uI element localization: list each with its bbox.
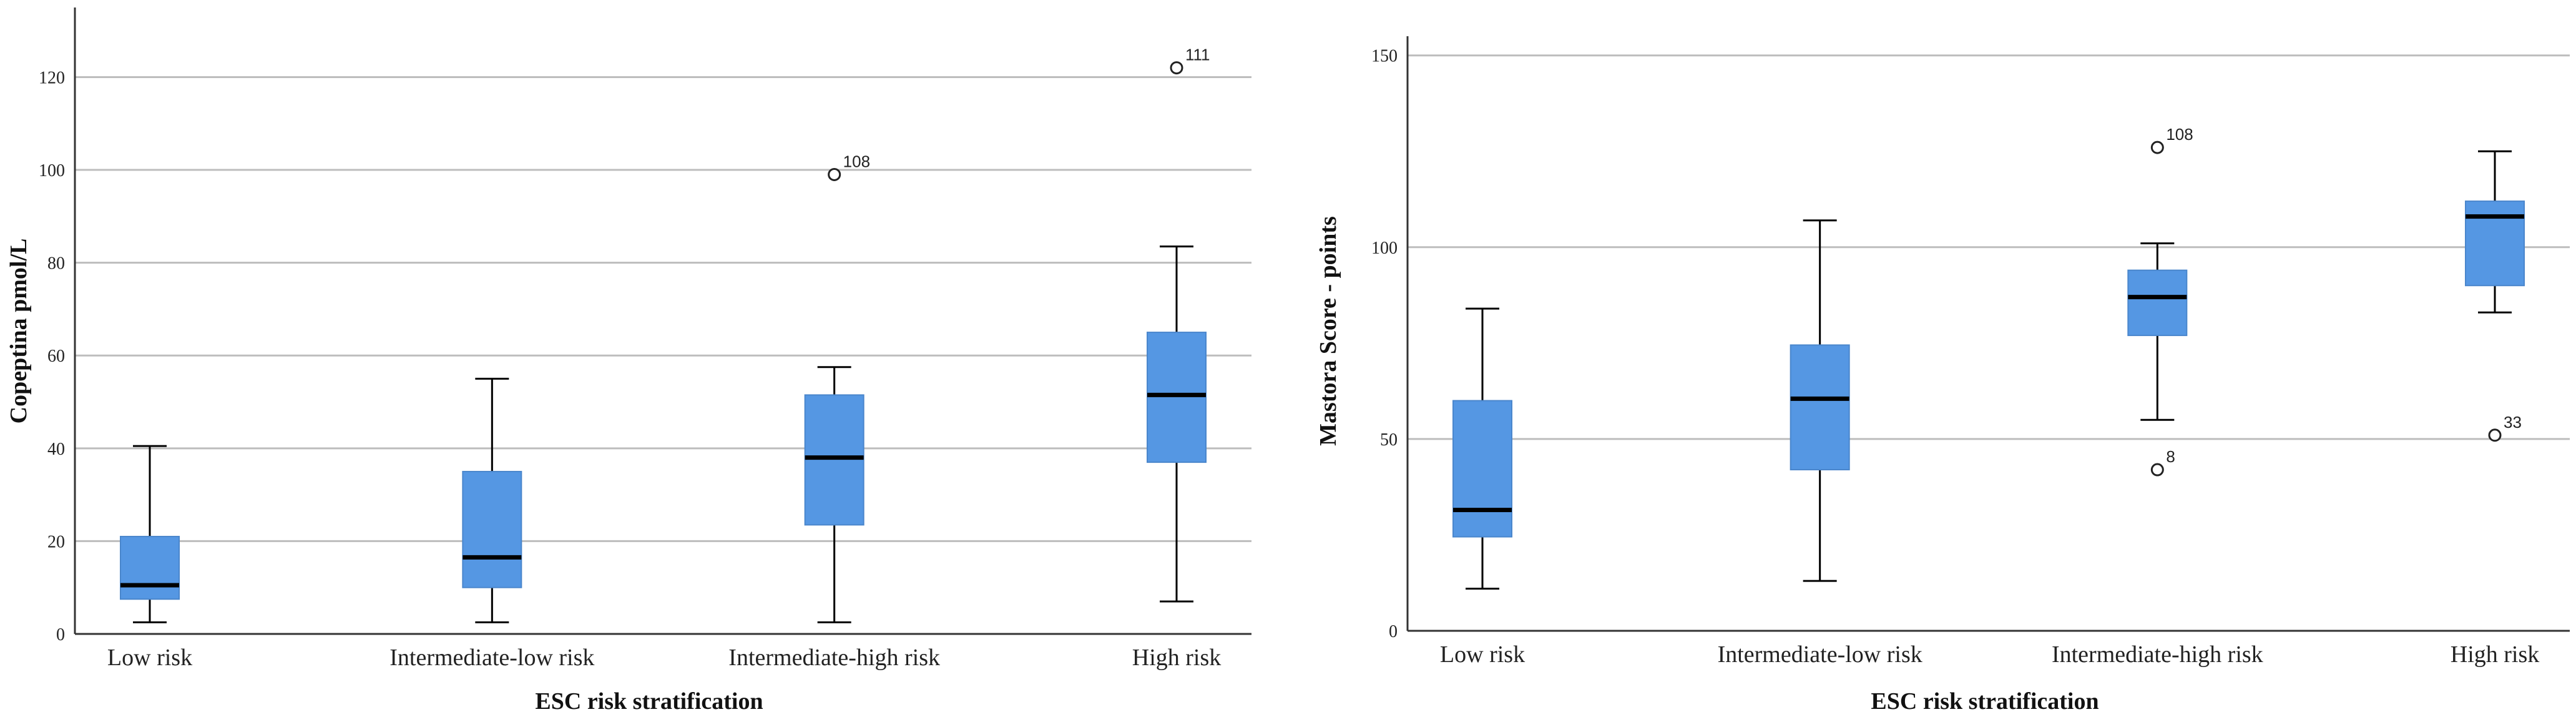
- outlier-label: 108: [2166, 125, 2193, 144]
- y-axis-title: Mastora Score - points: [1315, 216, 1341, 446]
- box-iqr: [120, 535, 180, 600]
- gridlines: [75, 76, 1251, 542]
- y-tick-label: 100: [39, 161, 65, 180]
- y-tick-labels: 0 20 40 60 80 100 120: [39, 68, 65, 645]
- chart-mastora: 108 8 33 0 50 100 150 Low risk Intermediate-lo…: [1315, 36, 2570, 715]
- y-tick-label: 50: [1380, 430, 1398, 450]
- outlier-label: 33: [2504, 413, 2522, 432]
- outlier-label: 108: [843, 152, 870, 171]
- box-plots: 108 111: [120, 46, 1210, 623]
- box-iqr: [804, 394, 864, 526]
- x-category-label: Intermediate-high risk: [728, 645, 940, 671]
- x-category-label: Intermediate-low risk: [389, 645, 594, 671]
- y-axis-title: Copeptina pmol/L: [6, 239, 32, 424]
- y-tick-label: 100: [1371, 239, 1398, 258]
- y-tick-label: 60: [47, 347, 65, 366]
- outlier-point: [1170, 61, 1183, 75]
- y-tick-label: 0: [56, 625, 65, 645]
- box-iqr: [1790, 344, 1850, 471]
- box-plot-2: 108 8: [2127, 125, 2193, 477]
- y-tick-labels: 0 50 100 150: [1371, 47, 1398, 641]
- x-axis-title: ESC risk stratification: [1871, 688, 2099, 715]
- x-category-label: High risk: [2451, 641, 2540, 668]
- outlier-point: [2488, 428, 2502, 442]
- box-plot-3: 111: [1147, 46, 1210, 603]
- box-plot-3: 33: [2465, 150, 2525, 442]
- outlier-point: [2150, 463, 2164, 477]
- box-plot-0: [1452, 307, 1512, 590]
- outlier-label: 8: [2166, 447, 2175, 466]
- gridlines: [1408, 54, 2570, 440]
- box-plot-1: [1790, 219, 1850, 582]
- x-category-label: Intermediate-low risk: [1718, 641, 1922, 668]
- axes: [1406, 36, 2570, 632]
- y-tick-label: 0: [1389, 622, 1398, 641]
- outlier-point: [2150, 141, 2164, 154]
- x-category-labels: Low risk Intermediate-low risk Intermediat…: [107, 645, 1221, 671]
- x-category-label: Low risk: [1440, 641, 1525, 668]
- box-iqr: [2465, 200, 2525, 287]
- box-iqr: [2127, 269, 2188, 337]
- chart-copeptina: 108 111 0 20 40 60 80 100 120 Low risk Intermedi…: [6, 7, 1251, 715]
- y-tick-label: 40: [47, 440, 65, 459]
- x-category-label: Low risk: [107, 645, 192, 671]
- y-tick-label: 120: [39, 68, 65, 87]
- outlier-label: 111: [1185, 46, 1210, 64]
- x-category-label: Intermediate-high risk: [2052, 641, 2263, 668]
- box-plot-0: [120, 445, 180, 623]
- axes: [74, 7, 1251, 635]
- y-tick-label: 150: [1371, 47, 1398, 66]
- y-tick-label: 20: [47, 532, 65, 551]
- y-tick-label: 80: [47, 254, 65, 274]
- x-category-label: High risk: [1132, 645, 1222, 671]
- box-plot-2: 108: [804, 152, 870, 623]
- box-iqr: [1147, 332, 1207, 463]
- outlier-point: [828, 167, 841, 181]
- box-plot-1: [462, 377, 522, 623]
- box-iqr: [1452, 400, 1512, 538]
- box-plots: 108 8 33: [1452, 125, 2525, 590]
- x-category-labels: Low risk Intermediate-low risk Intermediat…: [1440, 641, 2539, 668]
- box-iqr: [462, 470, 522, 588]
- x-axis-title: ESC risk stratification: [535, 688, 763, 715]
